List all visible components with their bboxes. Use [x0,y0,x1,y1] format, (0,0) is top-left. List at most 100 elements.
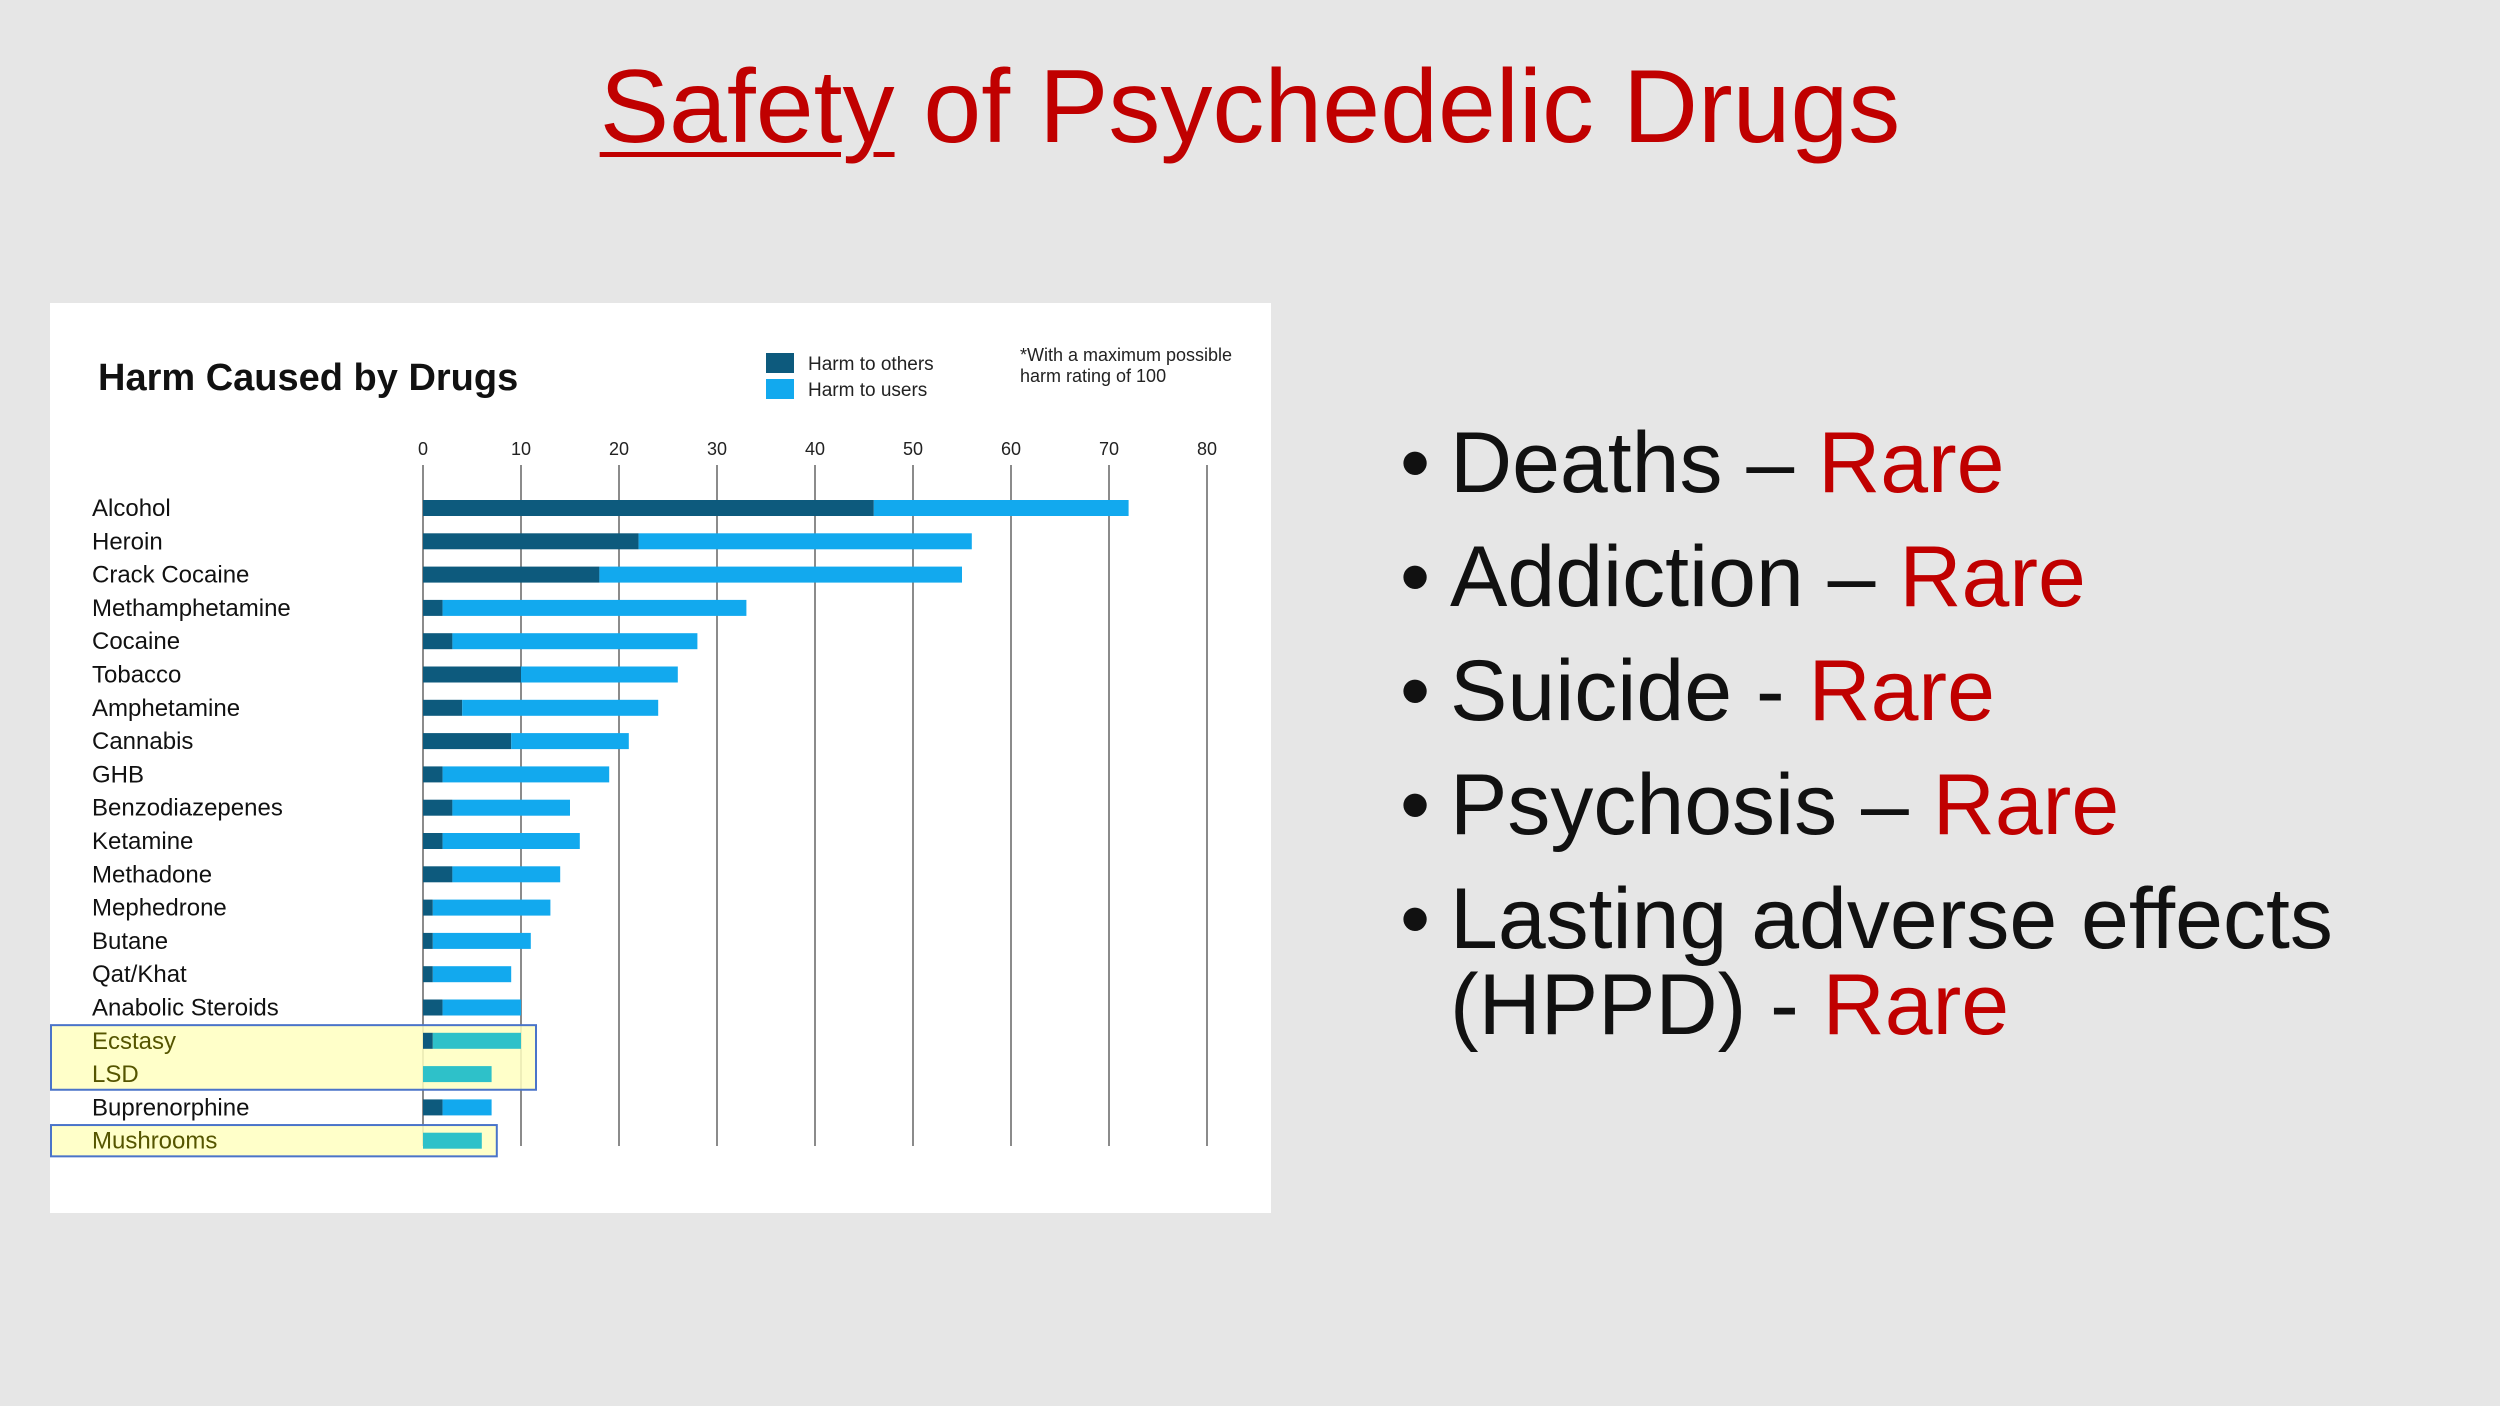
bar-harm-to-others [423,533,639,550]
bar-harm-to-others [423,599,443,616]
bullet-text: Psychosis – [1450,757,1933,853]
bullet-item: • Deaths – Rare [1400,420,2480,506]
harm-chart-panel: Harm Caused by Drugs Harm to others Harm… [50,303,1271,1213]
chart-note-wrap: *With a maximum possible harm rating of … [1020,345,1233,386]
x-tick-label: 40 [805,439,825,459]
category-label: Butane [92,928,168,955]
bullet-highlight: Rare [1808,643,1995,739]
bar-harm-to-users [432,1032,521,1049]
bar-harm-to-users [442,1099,492,1116]
bullet-text: Addiction – [1450,529,1900,625]
category-label: Crack Cocaine [92,562,249,589]
bar-harm-to-users [432,932,531,949]
slide-title-rest: of Psychedelic Drugs [894,49,1901,165]
bullet-item: • Addiction – Rare [1400,534,2480,620]
bar-harm-to-users [442,599,747,616]
bar-harm-to-users [638,533,972,550]
category-label: Anabolic Steroids [92,995,279,1022]
bullet-highlight: Rare [1818,415,2005,511]
category-label: Ecstasy [92,1028,176,1055]
bullet-dot: • [1400,529,1431,625]
category-label: Cocaine [92,628,180,655]
bar-harm-to-users [423,1066,492,1083]
slide-title-underlined: Safety [599,49,895,165]
category-label: Amphetamine [92,695,240,722]
bar-harm-to-users [521,666,678,683]
legend: Harm to others Harm to users [766,353,934,401]
category-label: Benzodiazepenes [92,795,283,822]
bullet-text: Deaths – [1450,415,1819,511]
bar-harm-to-others [423,999,443,1016]
bar-harm-to-others [423,1032,433,1049]
category-label: Cannabis [92,728,193,755]
category-label: Tobacco [92,662,181,689]
category-labels: Alcohol Heroin Crack Cocaine Methamphetamin… [92,495,291,1155]
bullet-text: Lasting adverse effects (HPPD) - [1450,871,2333,1053]
bar-harm-to-others [423,633,453,650]
bar-harm-to-others [423,866,453,883]
x-tick-label: 10 [511,439,531,459]
bar-harm-to-others [423,833,443,849]
bar-harm-to-others [423,733,512,750]
bar-harm-to-users [442,999,521,1016]
category-label: Heroin [92,528,163,555]
bar-harm-to-users [442,766,610,783]
bar-harm-to-others [423,966,433,983]
category-label: Qat/Khat [92,961,187,988]
bar-harm-to-others [423,566,600,583]
legend-label-users: Harm to users [808,380,927,401]
bar-harm-to-others [423,699,463,716]
bullet-highlight: Rare [1932,757,2120,853]
bullet-highlight: Rare [1822,957,2010,1053]
category-label: GHB [92,761,144,788]
x-tick-labels: 0 10 20 30 40 50 60 70 80 [418,439,1217,459]
bar-harm-to-users [442,833,580,849]
x-tick-label: 60 [1001,439,1021,459]
category-label: Ketamine [92,828,193,855]
x-tick-label: 80 [1197,439,1217,459]
x-tick-label: 70 [1099,439,1119,459]
bar-harm-to-users [873,500,1129,516]
slide-title: Safety of Psychedelic Drugs [0,50,2500,164]
bullet-dot: • [1400,643,1431,739]
legend-label-others: Harm to others [808,354,934,375]
bar-harm-to-users [452,633,698,650]
category-label: Methamphetamine [92,595,291,622]
bar-harm-to-others [423,766,443,783]
category-label: Mephedrone [92,895,227,922]
x-tick-label: 50 [903,439,923,459]
bar-harm-to-users [452,866,561,883]
legend-swatch-others [766,353,794,373]
bullet-text: Suicide - [1450,643,1809,739]
bullet-dot: • [1400,757,1431,853]
bar-harm-to-others [423,1099,443,1116]
bullet-highlight: Rare [1899,529,2086,625]
bullet-item: • Psychosis – Rare [1400,762,2480,848]
bullet-item: • Lasting adverse effects (HPPD) - Rare [1400,876,2480,1048]
bar-harm-to-users [432,966,512,983]
chart-note: *With a maximum possible harm rating of … [1020,345,1233,386]
x-tick-label: 20 [609,439,629,459]
x-tick-label: 0 [418,439,428,459]
bar-harm-to-users [599,566,962,583]
bar-harm-to-others [423,899,433,916]
bar-harm-to-others [423,500,874,516]
bar-harm-to-users [511,733,629,750]
category-label: Mushrooms [92,1128,217,1155]
category-label: Alcohol [92,495,171,522]
chart-title: Harm Caused by Drugs [98,357,518,399]
bar-harm-to-others [423,799,453,816]
bullet-list: • Deaths – Rare • Addiction – Rare • Suicid… [1400,420,2480,1076]
category-label: LSD [92,1061,139,1088]
legend-swatch-users [766,379,794,399]
bar-harm-to-users [423,1132,482,1149]
category-label: Buprenorphine [92,1094,249,1121]
bullet-dot: • [1400,415,1431,511]
category-label: Methadone [92,861,212,888]
bar-harm-to-users [462,699,659,716]
bar-harm-to-users [452,799,570,816]
harm-chart: Harm Caused by Drugs Harm to others Harm… [50,345,1233,1158]
bar-harm-to-users [432,899,551,916]
x-tick-label: 30 [707,439,727,459]
bullet-dot: • [1400,871,1431,967]
